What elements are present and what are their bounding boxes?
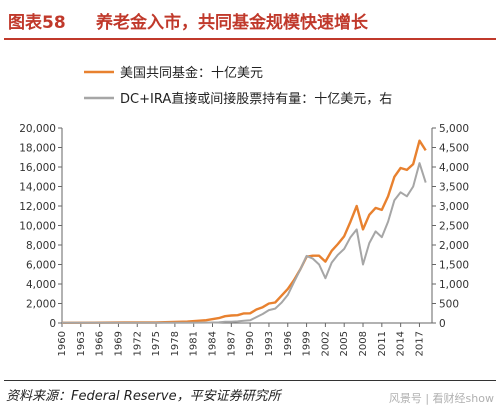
- y-left-tick-label: 14,000: [19, 182, 56, 194]
- x-tick-label: 2017: [414, 331, 425, 356]
- figure-header: 图表58 养老金入市，共同基金规模快速增长: [0, 0, 500, 40]
- figure-number: 图表58: [8, 13, 66, 33]
- y-right-tick-label: 1,500: [439, 260, 469, 272]
- watermark: 风景号 | 看财经show: [388, 392, 494, 405]
- y-right-tick-label: 3,000: [439, 201, 469, 213]
- y-left-tick-label: 6,000: [26, 260, 56, 272]
- series-line-dc-ira: [62, 162, 427, 324]
- x-tick-label: 1975: [151, 331, 162, 356]
- x-tick-label: 2002: [320, 331, 331, 356]
- x-tick-label: 1960: [57, 331, 68, 356]
- y-right-tick-label: 500: [439, 299, 459, 311]
- y-left-tick-label: 16,000: [19, 162, 56, 174]
- x-tick-label: 1981: [189, 331, 200, 356]
- x-tick-label: 1999: [302, 331, 313, 356]
- y-right-tick-label: 3,500: [439, 182, 469, 194]
- legend-label: 美国共同基金：十亿美元: [120, 65, 263, 81]
- y-right-tick-label: 5,000: [439, 123, 469, 135]
- y-left-tick-label: 4,000: [26, 279, 56, 291]
- x-tick-label: 2005: [339, 331, 350, 356]
- y-left-tick-label: 12,000: [19, 201, 56, 213]
- x-tick-label: 2008: [358, 331, 369, 356]
- y-left-tick-label: 18,000: [19, 143, 56, 155]
- y-left-tick-label: 2,000: [26, 299, 56, 311]
- y-right-tick-label: 0: [439, 318, 446, 330]
- x-tick-label: 1966: [95, 331, 106, 356]
- x-tick-label: 1972: [132, 331, 143, 356]
- header-rule: [4, 38, 496, 40]
- x-tick-label: 1969: [113, 331, 124, 356]
- line-chart: 0 2,000 4,000 6,000 8,000 10,000 12,000 14,000 1…: [19, 65, 469, 356]
- y-right-tick-label: 4,000: [439, 162, 469, 174]
- y-left-tick-label: 10,000: [19, 221, 56, 233]
- figure-title: 养老金入市，共同基金规模快速增长: [96, 13, 368, 33]
- y-right-tick-label: 2,500: [439, 221, 469, 233]
- y-left-tick-label: 8,000: [26, 240, 56, 252]
- x-tick-label: 1984: [208, 331, 219, 356]
- footer-rule: [4, 380, 496, 381]
- y-right-tick-label: 2,000: [439, 240, 469, 252]
- x-tick-label: 1993: [264, 331, 275, 356]
- x-tick-label: 1996: [283, 331, 294, 356]
- x-tick-label: 1963: [76, 331, 87, 356]
- y-right-tick-label: 1,000: [439, 279, 469, 291]
- y-right-tick-label: 4,500: [439, 143, 469, 155]
- x-tick-label: 1978: [170, 331, 181, 356]
- x-tick-label: 1990: [245, 331, 256, 356]
- y-left-tick-label: 0: [49, 318, 56, 330]
- x-tick-label: 2011: [377, 331, 388, 356]
- x-tick-label: 1987: [226, 331, 237, 356]
- series-line-mutual-funds: [61, 139, 427, 324]
- legend-label: DC+IRA直接或间接股票持有量：十亿美元，右: [120, 91, 392, 107]
- y-left-tick-label: 20,000: [19, 123, 56, 135]
- source-note: 资料来源：Federal Reserve，平安证券研究所: [6, 389, 281, 404]
- x-tick-label: 2014: [396, 331, 407, 356]
